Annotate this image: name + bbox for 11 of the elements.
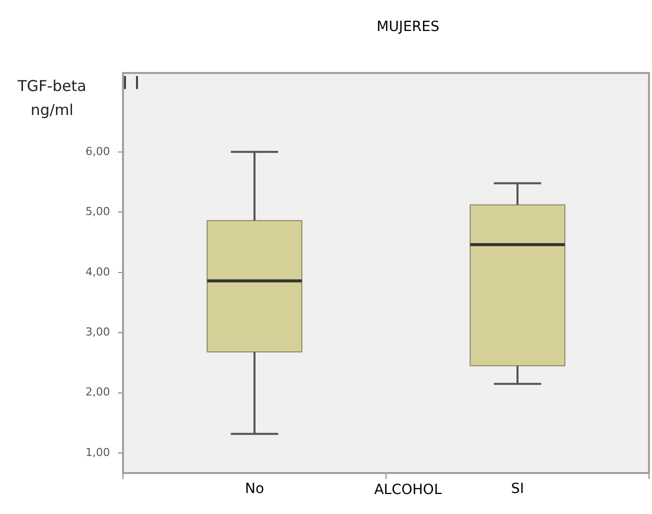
y-tick-label: 6,00: [86, 144, 110, 158]
y-tick-label: 1,00: [86, 446, 110, 459]
y-axis-title: TGF-beta ng/ml: [16, 76, 88, 121]
y-tick-label: 4,00: [86, 265, 110, 278]
chart-title: MUJERES: [376, 19, 440, 35]
y-tick-label: 5,00: [86, 205, 110, 218]
x-tick-label: No: [244, 481, 264, 498]
x-axis-title: ALCOHOL: [373, 482, 443, 498]
x-tick-label: SI: [510, 481, 524, 498]
y-tick-label: 3,00: [86, 326, 110, 338]
y-tick-label: 2,00: [86, 386, 110, 399]
